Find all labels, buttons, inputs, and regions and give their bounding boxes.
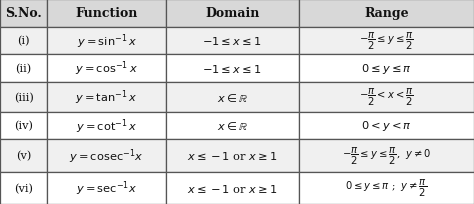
Text: $x \leq -1$ or $x \geq 1$: $x \leq -1$ or $x \geq 1$	[187, 182, 278, 194]
Bar	[0, 140, 47, 172]
Bar	[47, 82, 166, 112]
Bar	[0, 112, 47, 140]
Bar	[299, 172, 474, 204]
Text: $-1 \leq x \leq 1$: $-1 \leq x \leq 1$	[202, 35, 262, 47]
Text: (iii): (iii)	[14, 92, 34, 102]
Text: (vi): (vi)	[14, 183, 33, 193]
Bar	[47, 172, 166, 204]
Bar	[0, 82, 47, 112]
Text: (v): (v)	[16, 151, 31, 161]
Text: $-\dfrac{\pi}{2} \leq y \leq \dfrac{\pi}{2}$,  $y \neq 0$: $-\dfrac{\pi}{2} \leq y \leq \dfrac{\pi}…	[342, 145, 431, 166]
Bar	[166, 140, 299, 172]
Text: $-\dfrac{\pi}{2} \leq y \leq \dfrac{\pi}{2}$: $-\dfrac{\pi}{2} \leq y \leq \dfrac{\pi}…	[359, 31, 414, 52]
Bar	[0, 55, 47, 82]
Bar	[299, 55, 474, 82]
Text: (iv): (iv)	[14, 121, 33, 131]
Bar	[0, 172, 47, 204]
Text: Domain: Domain	[205, 7, 259, 20]
Bar	[47, 55, 166, 82]
Bar	[299, 0, 474, 28]
Text: Range: Range	[364, 7, 409, 20]
Text: (ii): (ii)	[16, 63, 32, 74]
Text: $y = \tan^{-1}x$: $y = \tan^{-1}x$	[75, 88, 138, 106]
Text: $-1 \leq x \leq 1$: $-1 \leq x \leq 1$	[202, 63, 262, 75]
Text: $-\dfrac{\pi}{2} < x < \dfrac{\pi}{2}$: $-\dfrac{\pi}{2} < x < \dfrac{\pi}{2}$	[359, 87, 414, 108]
Text: $x \in \mathbb{R}$: $x \in \mathbb{R}$	[217, 91, 248, 103]
Bar	[166, 0, 299, 28]
Text: $0 \leq y \leq \pi$ ;  $y \neq \dfrac{\pi}{2}$: $0 \leq y \leq \pi$ ; $y \neq \dfrac{\pi…	[345, 177, 428, 198]
Text: S.No.: S.No.	[5, 7, 42, 20]
Bar	[166, 172, 299, 204]
Bar	[166, 112, 299, 140]
Bar	[47, 28, 166, 55]
Text: $y = \cot^{-1}x$: $y = \cot^{-1}x$	[76, 117, 137, 135]
Bar	[299, 112, 474, 140]
Bar	[47, 140, 166, 172]
Bar	[299, 28, 474, 55]
Text: $x \leq -1$ or $x \geq 1$: $x \leq -1$ or $x \geq 1$	[187, 150, 278, 162]
Bar	[166, 82, 299, 112]
Bar	[166, 55, 299, 82]
Bar	[166, 28, 299, 55]
Text: Function: Function	[75, 7, 138, 20]
Text: $y = \sin^{-1}x$: $y = \sin^{-1}x$	[77, 32, 137, 50]
Text: $y = \mathrm{sec}^{-1}x$: $y = \mathrm{sec}^{-1}x$	[76, 179, 137, 197]
Bar	[47, 0, 166, 28]
Text: $y = \mathrm{cosec}^{-1}x$: $y = \mathrm{cosec}^{-1}x$	[70, 146, 144, 165]
Bar	[0, 28, 47, 55]
Text: $x \in \mathbb{R}$: $x \in \mathbb{R}$	[217, 120, 248, 132]
Text: (i): (i)	[18, 36, 30, 46]
Bar	[47, 112, 166, 140]
Text: $0 \leq y \leq \pi$: $0 \leq y \leq \pi$	[361, 62, 412, 75]
Bar	[0, 0, 47, 28]
Text: $0 < y < \pi$: $0 < y < \pi$	[361, 119, 412, 133]
Text: $y = \cos^{-1}x$: $y = \cos^{-1}x$	[75, 59, 138, 78]
Bar	[299, 140, 474, 172]
Bar	[299, 82, 474, 112]
